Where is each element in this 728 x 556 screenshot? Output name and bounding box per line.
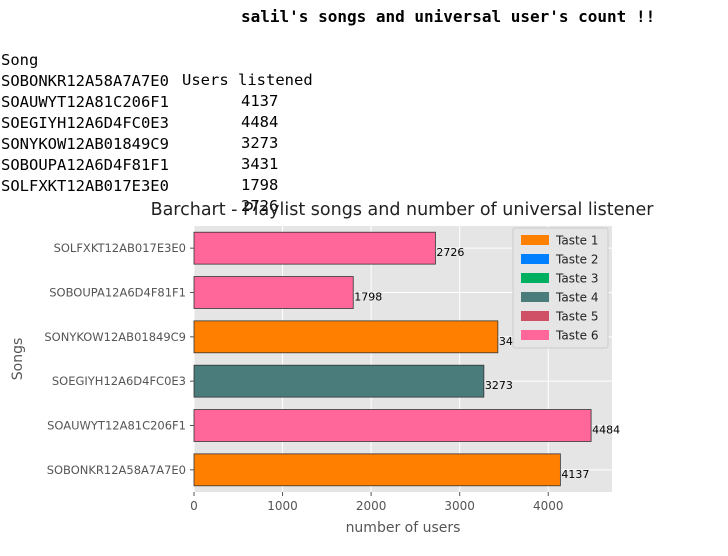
console-row: SOBONKR12A58A7A7E0 4137 <box>1 51 278 110</box>
x-tick-label: 4000 <box>533 499 564 513</box>
bar <box>193 231 436 265</box>
console-row-song: SOEGIYH12A6D4FC0E3 <box>1 114 169 132</box>
console-header-users: Users listened <box>182 71 313 89</box>
bar <box>193 320 499 354</box>
console-row-users: 2726 <box>241 197 279 215</box>
bar-value-label: 3273 <box>485 379 513 392</box>
y-tick-labels: SOBONKR12A58A7A7E0 SOAUWYT12A81C206F1 SOEG… <box>44 241 194 477</box>
legend-label: Taste 6 <box>555 329 599 343</box>
legend-swatch <box>521 311 549 321</box>
console-row-users: 3431 <box>241 155 279 173</box>
y-tick-label: SOBONKR12A58A7A7E0 <box>47 463 186 477</box>
x-tick-label: 2000 <box>356 499 387 513</box>
x-tick-label: 1000 <box>267 499 298 513</box>
console-header-row: Song Users listened <box>1 30 313 89</box>
bar <box>193 276 354 309</box>
console-row-users: 4484 <box>241 113 279 131</box>
chart-title: Barchart - Playlist songs and number of … <box>151 200 655 220</box>
legend-label: Taste 2 <box>555 253 599 267</box>
bar-value-label: 4484 <box>592 424 620 437</box>
bar-value-label: 4137 <box>561 468 589 481</box>
bar-value-label: 2726 <box>436 246 464 259</box>
x-axis-label: number of users <box>346 520 461 536</box>
legend-label: Taste 5 <box>555 310 599 324</box>
console-row-song: SOLFXKT12AB017E3E0 <box>1 177 169 195</box>
y-tick-label: SOLFXKT12AB017E3E0 <box>54 241 186 255</box>
legend-swatch <box>521 235 549 245</box>
x-tick-label: 0 <box>190 499 198 513</box>
console-row-song: SOAUWYT12A81C206F1 <box>1 93 169 111</box>
console-heading: salil's songs and universal user's count… <box>241 7 656 26</box>
bar-value-label: 1798 <box>354 291 382 304</box>
bar-chart: Barchart - Playlist songs and number of … <box>10 200 655 536</box>
legend: Taste 1 Taste 2 Taste 3 Taste 4 Taste 5 Taste… <box>512 227 609 349</box>
legend-swatch <box>521 292 549 302</box>
console-row-song: SOBONKR12A58A7A7E0 <box>1 72 169 90</box>
y-tick-label: SONYKOW12AB01849C9 <box>44 330 186 344</box>
legend-label: Taste 1 <box>555 234 599 248</box>
y-tick-label: SOAUWYT12A81C206F1 <box>47 419 186 433</box>
console-header-song: Song <box>1 51 39 69</box>
bar <box>193 409 592 442</box>
legend-swatch <box>521 254 549 264</box>
bars <box>193 231 592 487</box>
bar <box>193 453 561 487</box>
console-row: SOAUWYT12A81C206F1 4484 <box>1 72 278 131</box>
console-row-users: 1798 <box>241 176 279 194</box>
console-row-users: 4137 <box>241 92 279 110</box>
console-row: SOBOUPA12A6D4F81F1 1798 <box>1 135 278 194</box>
legend-swatch <box>521 330 549 340</box>
console-row-song: SONYKOW12AB01849C9 <box>1 135 169 153</box>
console-row: SOEGIYH12A6D4FC0E3 3273 <box>1 93 278 152</box>
console-row: SOLFXKT12AB017E3E0 2726 <box>1 156 278 215</box>
console-row-users: 3273 <box>241 134 279 152</box>
legend-label: Taste 4 <box>555 291 599 305</box>
legend-swatch <box>521 273 549 283</box>
y-tick-label: SOEGIYH12A6D4FC0E3 <box>52 374 186 388</box>
legend-label: Taste 3 <box>555 272 599 286</box>
bar <box>193 364 485 398</box>
x-tick-label: 3000 <box>444 499 475 513</box>
console-row: SONYKOW12AB01849C9 3431 <box>1 114 278 173</box>
y-axis-label: Songs <box>10 338 26 381</box>
x-tick-labels: 0 1000 2000 3000 4000 <box>190 492 564 513</box>
console-row-song: SOBOUPA12A6D4F81F1 <box>1 156 169 174</box>
y-tick-label: SOBOUPA12A6D4F81F1 <box>49 286 186 300</box>
